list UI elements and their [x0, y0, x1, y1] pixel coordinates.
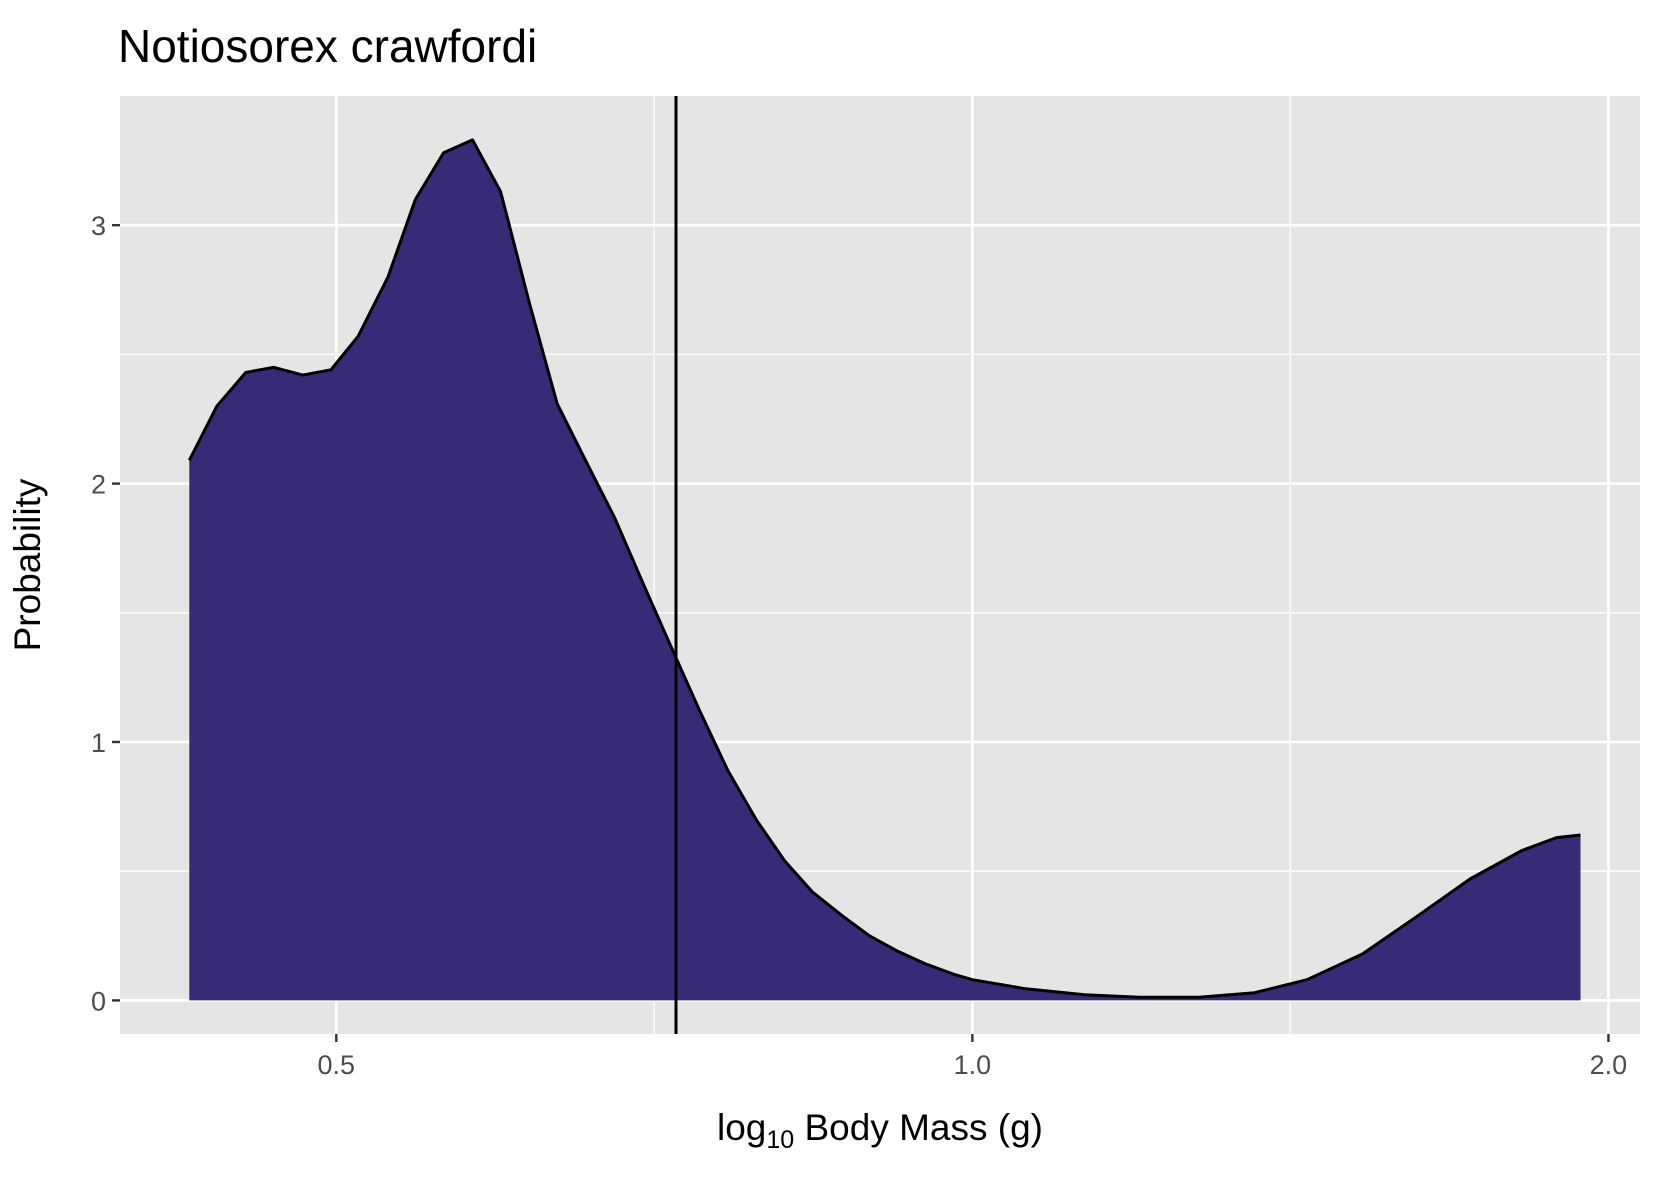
x-axis-title-suffix: Body Mass (g) — [794, 1107, 1043, 1148]
x-axis-title-subscript: 10 — [766, 1126, 794, 1154]
y-axis-title: Probability — [7, 478, 48, 651]
x-axis: 0.5 1.0 2.0 — [318, 1034, 1628, 1080]
x-tick-label: 1.0 — [954, 1050, 992, 1080]
x-tick-label: 0.5 — [318, 1050, 356, 1080]
y-tick-label: 2 — [91, 470, 106, 500]
x-tick-label: 2.0 — [1590, 1050, 1628, 1080]
y-tick-label: 1 — [91, 728, 106, 758]
y-tick-label: 3 — [91, 211, 106, 241]
x-axis-title-prefix: log — [717, 1107, 766, 1148]
density-curve — [187, 138, 1581, 999]
y-axis: 0 1 2 3 — [91, 211, 120, 1016]
x-axis-title: log10 Body Mass (g) — [717, 1107, 1043, 1154]
chart-title: Notiosorex crawfordi — [118, 20, 537, 72]
y-tick-label: 0 — [91, 986, 106, 1016]
density-area — [189, 139, 1581, 1001]
